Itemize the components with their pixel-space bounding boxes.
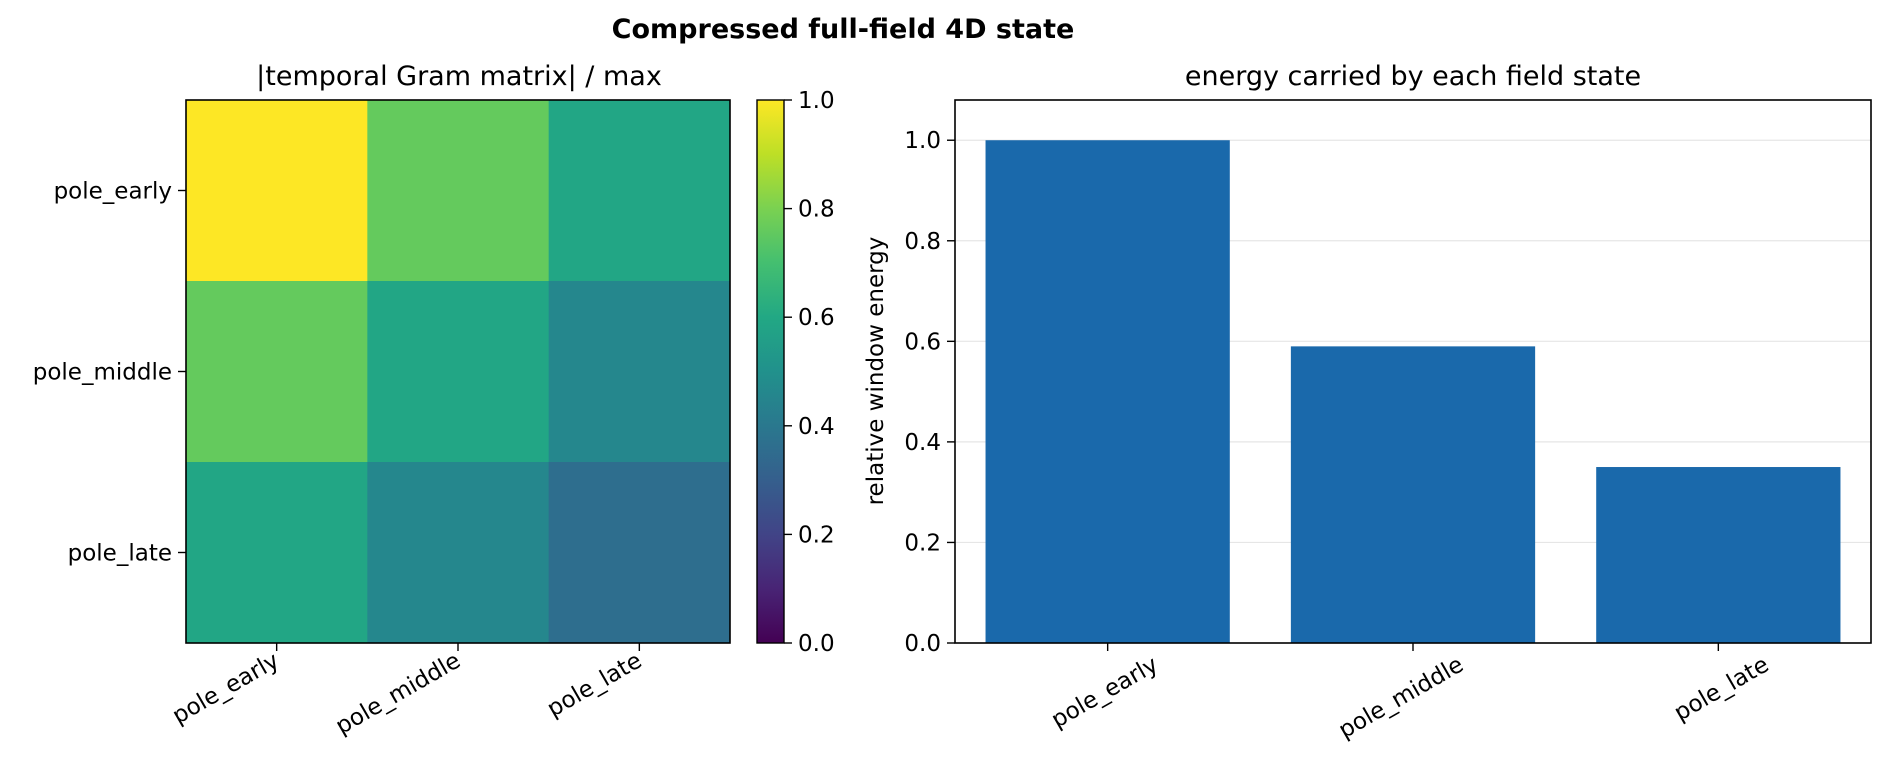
heatmap-x-tick-label: pole_early	[168, 648, 284, 730]
colorbar-ticks: 0.0 0.2 0.4 0.6 0.8 1.0	[784, 88, 835, 657]
heatmap-panel: |temporal Gram matrix| / max pole_early p…	[33, 61, 731, 740]
colorbar-gradient	[757, 100, 784, 643]
heatmap-cell	[548, 462, 731, 644]
heatmap-cell	[186, 100, 368, 282]
heatmap-y-tick-label: pole_middle	[33, 360, 172, 386]
heatmap-cell	[548, 281, 731, 463]
bar-x-tick-label: pole_late	[1670, 652, 1773, 727]
bar-title: energy carried by each field state	[1185, 61, 1641, 92]
heatmap-cell	[186, 281, 368, 463]
heatmap-y-ticks: pole_early pole_middle pole_late	[33, 179, 186, 567]
bar-y-axis-label: relative window energy	[863, 237, 889, 506]
bar-y-tick-label: 0.8	[904, 229, 941, 255]
colorbar-tick-label: 1.0	[798, 88, 835, 114]
bar-pole_middle	[1290, 346, 1536, 643]
heatmap-cell	[186, 462, 368, 644]
heatmap-x-ticks: pole_early pole_middle pole_late	[168, 643, 646, 740]
bar-y-tick-label: 1.0	[904, 128, 941, 154]
colorbar-tick-label: 0.0	[798, 631, 835, 657]
colorbar-tick-label: 0.4	[798, 414, 835, 440]
bar-y-ticks: 0.0 0.2 0.4 0.6 0.8 1.0	[904, 128, 955, 657]
figure-title: Compressed full-field 4D state	[612, 14, 1075, 45]
heatmap-cell	[367, 100, 550, 282]
bar-bars	[985, 140, 1841, 643]
bar-x-tick-label: pole_early	[1047, 652, 1163, 734]
bar-y-tick-label: 0.4	[904, 430, 941, 456]
bar-x-tick-label: pole_middle	[1334, 652, 1468, 744]
colorbar-frame	[756, 99, 785, 644]
bar-pole_late	[1596, 467, 1841, 643]
colorbar: 0.0 0.2 0.4 0.6 0.8 1.0	[756, 88, 835, 657]
heatmap-x-tick-label: pole_middle	[331, 648, 465, 740]
bar-y-tick-label: 0.2	[904, 530, 941, 556]
heatmap-y-tick-label: pole_early	[54, 179, 172, 205]
colorbar-tick-label: 0.2	[798, 522, 835, 548]
heatmap-title: |temporal Gram matrix| / max	[256, 61, 662, 92]
heatmap-x-tick-label: pole_late	[543, 648, 646, 723]
heatmap-cell	[548, 100, 731, 282]
colorbar-tick-label: 0.6	[798, 305, 835, 331]
bar-y-tick-label: 0.0	[904, 631, 941, 657]
heatmap-cells	[186, 100, 731, 644]
colorbar-tick-label: 0.8	[798, 197, 835, 223]
heatmap-cell	[367, 462, 550, 644]
bar-panel: energy carried by each field state 0.00.…	[863, 61, 1872, 744]
bar-x-ticks: pole_early pole_middle pole_late	[1047, 643, 1773, 744]
bar-y-tick-label: 0.6	[904, 329, 941, 355]
bar-pole_early	[985, 140, 1230, 643]
heatmap-y-tick-label: pole_late	[68, 541, 172, 567]
heatmap-cell	[367, 281, 550, 463]
